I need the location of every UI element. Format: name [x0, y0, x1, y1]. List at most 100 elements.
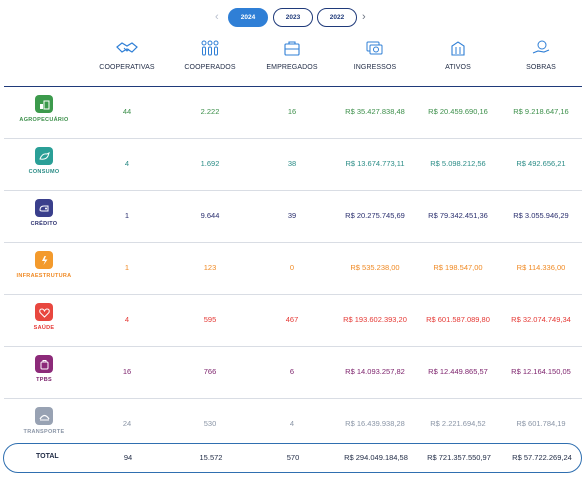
cooperativas-value: 44 [122, 107, 132, 116]
category-cell: AGROPECUÁRIO [4, 95, 84, 123]
category-name: TPBS [36, 377, 52, 383]
total-cooperados: 15.572 [199, 453, 223, 462]
ingressos-value: R$ 13.674.773,11 [345, 159, 405, 168]
ingressos-value: R$ 14.093.257,82 [345, 367, 405, 376]
sobras-value: R$ 3.055.946,29 [513, 211, 569, 220]
cooperativas-value: 4 [124, 159, 130, 168]
cooperados-value: 766 [203, 367, 217, 376]
category-name: TRANSPORTE [23, 429, 65, 435]
header-divider [4, 86, 582, 87]
header-cooperativas: COOPERATIVAS [82, 38, 172, 71]
ingressos-value: R$ 20.275.745,69 [345, 211, 405, 220]
category-name: AGROPECUÁRIO [19, 117, 69, 123]
empregados-value: 39 [287, 211, 297, 220]
ingressos-value: R$ 35.427.838,48 [345, 107, 405, 116]
header-label: ATIVOS [445, 64, 471, 71]
table-row-saude: SAÚDE 4 595 467 R$ 193.602.393,20 R$ 601… [4, 295, 582, 347]
total-cooperativas: 94 [123, 453, 133, 462]
category-cell: CONSUMO [4, 147, 84, 175]
empregados-value: 0 [289, 263, 295, 272]
total-label: TOTAL [36, 453, 59, 460]
category-cell: SAÚDE [4, 303, 84, 331]
category-cell: TPBS [4, 355, 84, 383]
category-cell: INFRAESTRUTURA [4, 251, 84, 279]
category-cell: TRANSPORTE [4, 407, 84, 435]
table-row-agropecuario: AGROPECUÁRIO 44 2.222 16 R$ 35.427.838,4… [4, 87, 582, 139]
header-label: EMPREGADOS [266, 64, 318, 71]
ativos-value: R$ 601.587.089,80 [426, 315, 490, 324]
agro-icon [35, 95, 53, 113]
sobras-value: R$ 9.218.647,16 [513, 107, 569, 116]
prev-year-arrow[interactable]: ‹ [215, 11, 219, 23]
consumo-icon [35, 147, 53, 165]
empregados-value: 4 [289, 419, 295, 428]
ativos-value: R$ 12.449.865,57 [428, 367, 488, 376]
cooperativas-value: 16 [122, 367, 132, 376]
sobras-value: R$ 114.336,00 [516, 263, 566, 272]
total-empregados: 570 [286, 453, 300, 462]
cooperados-value: 2.222 [200, 107, 220, 116]
cooperativas-value: 24 [122, 419, 132, 428]
transporte-icon [35, 407, 53, 425]
money-icon [366, 41, 383, 55]
year-button-2022[interactable]: 2022 [317, 8, 357, 27]
header-cooperados: COOPERADOS [165, 38, 255, 71]
table-row-credito: CRÉDITO 1 9.644 39 R$ 20.275.745,69 R$ 7… [4, 191, 582, 243]
cooperativas-value: 1 [124, 263, 130, 272]
year-selector: ‹ 2024 2023 2022 › [0, 8, 586, 28]
cooperativas-value: 4 [124, 315, 130, 324]
ingressos-value: R$ 535.238,00 [350, 263, 400, 272]
empregados-value: 16 [287, 107, 297, 116]
table-row-transporte: TRANSPORTE 24 530 4 R$ 16.439.938,28 R$ … [4, 399, 582, 451]
table-row-infraestrutura: INFRAESTRUTURA 1 123 0 R$ 535.238,00 R$ … [4, 243, 582, 295]
year-button-2024[interactable]: 2024 [228, 8, 268, 27]
cooperados-value: 9.644 [200, 211, 220, 220]
empregados-value: 38 [287, 159, 297, 168]
coin-hand-icon [532, 40, 550, 54]
empregados-value: 6 [289, 367, 295, 376]
sobras-value: R$ 601.784,19 [516, 419, 566, 428]
infraestrutura-icon [35, 251, 53, 269]
ingressos-value: R$ 193.602.393,20 [343, 315, 407, 324]
table-row-tpbs: TPBS 16 766 6 R$ 14.093.257,82 R$ 12.449… [4, 347, 582, 399]
category-name: CRÉDITO [30, 221, 58, 227]
category-cell: CRÉDITO [4, 199, 84, 227]
category-name: INFRAESTRUTURA [16, 273, 72, 279]
credito-icon [35, 199, 53, 217]
header-ativos: ATIVOS [413, 38, 503, 71]
table-row-consumo: CONSUMO 4 1.692 38 R$ 13.674.773,11 R$ 5… [4, 139, 582, 191]
cooperados-value: 1.692 [200, 159, 220, 168]
header-empregados: EMPREGADOS [247, 38, 337, 71]
total-sobras: R$ 57.722.269,24 [512, 453, 572, 462]
sobras-value: R$ 32.074.749,34 [511, 315, 571, 324]
year-button-2023[interactable]: 2023 [273, 8, 313, 27]
people-icon [201, 40, 219, 56]
sobras-value: R$ 12.164.150,05 [511, 367, 571, 376]
briefcase-icon [284, 41, 300, 56]
ativos-value: R$ 2.221.694,52 [430, 419, 486, 428]
next-year-arrow[interactable]: › [362, 11, 366, 23]
sobras-value: R$ 492.656,21 [516, 159, 566, 168]
header-sobras: SOBRAS [496, 38, 586, 71]
ingressos-value: R$ 16.439.938,28 [345, 419, 405, 428]
header-ingressos: INGRESSOS [330, 38, 420, 71]
header-label: COOPERATIVAS [99, 64, 155, 71]
header-label: COOPERADOS [184, 64, 236, 71]
building-icon [451, 41, 465, 56]
cooperativas-value: 1 [124, 211, 130, 220]
tpbs-icon [35, 355, 53, 373]
ativos-value: R$ 79.342.451,36 [428, 211, 488, 220]
header-label: SOBRAS [526, 64, 556, 71]
cooperados-value: 123 [203, 263, 217, 272]
saude-icon [35, 303, 53, 321]
handshake-icon [116, 42, 138, 53]
category-name: CONSUMO [28, 169, 60, 175]
ativos-value: R$ 20.459.690,16 [428, 107, 488, 116]
total-row: TOTAL 94 15.572 570 R$ 294.049.184,58 R$… [3, 443, 582, 473]
cooperados-value: 530 [203, 419, 217, 428]
ativos-value: R$ 5.098.212,56 [430, 159, 486, 168]
header-label: INGRESSOS [353, 64, 397, 71]
empregados-value: 467 [285, 315, 299, 324]
total-ingressos: R$ 294.049.184,58 [344, 453, 408, 462]
category-name: SAÚDE [33, 325, 55, 331]
